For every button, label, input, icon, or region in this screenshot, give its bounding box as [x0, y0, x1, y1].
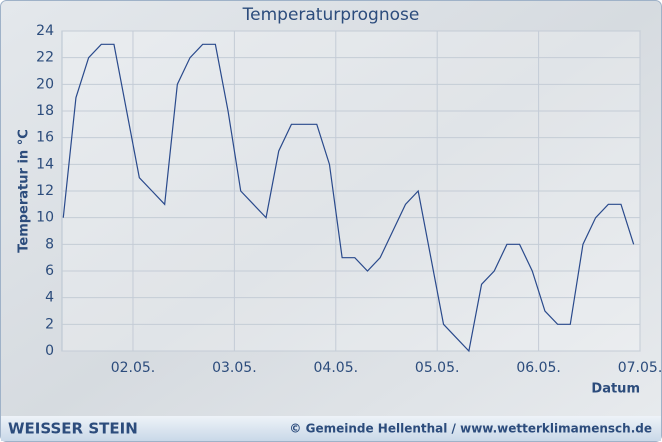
y-tick-label: 18 — [36, 103, 54, 119]
y-axis-label: Temperatur in °C — [17, 129, 32, 253]
x-tick-label: 03.05. — [212, 360, 257, 376]
footer-bar — [1, 416, 661, 441]
y-tick-label: 14 — [36, 156, 54, 172]
y-tick-label: 4 — [45, 290, 54, 306]
y-tick-label: 2 — [45, 316, 54, 332]
y-tick-label: 0 — [45, 343, 54, 359]
y-tick-label: 22 — [36, 50, 54, 66]
chart-title: Temperaturprognose — [242, 5, 420, 25]
x-tick-label: 05.05. — [415, 360, 460, 376]
y-tick-label: 8 — [45, 236, 54, 252]
x-tick-label: 06.05. — [516, 360, 561, 376]
footer-left: WEISSER STEIN — [8, 420, 138, 438]
y-tick-label: 16 — [36, 130, 54, 146]
footer-right: © Gemeinde Hellenthal / www.wetterklimam… — [289, 422, 652, 436]
y-tick-label: 24 — [36, 23, 54, 39]
x-axis-label: Datum — [591, 382, 640, 397]
temperature-line — [62, 43, 635, 353]
y-tick-label: 12 — [36, 183, 54, 199]
x-tick-label: 07.05. — [618, 360, 662, 376]
x-tick-label: 04.05. — [314, 360, 359, 376]
y-tick-label: 6 — [45, 263, 54, 279]
x-tick-label: 02.05. — [111, 360, 156, 376]
y-tick-label: 10 — [36, 210, 54, 226]
y-tick-label: 20 — [36, 76, 54, 92]
